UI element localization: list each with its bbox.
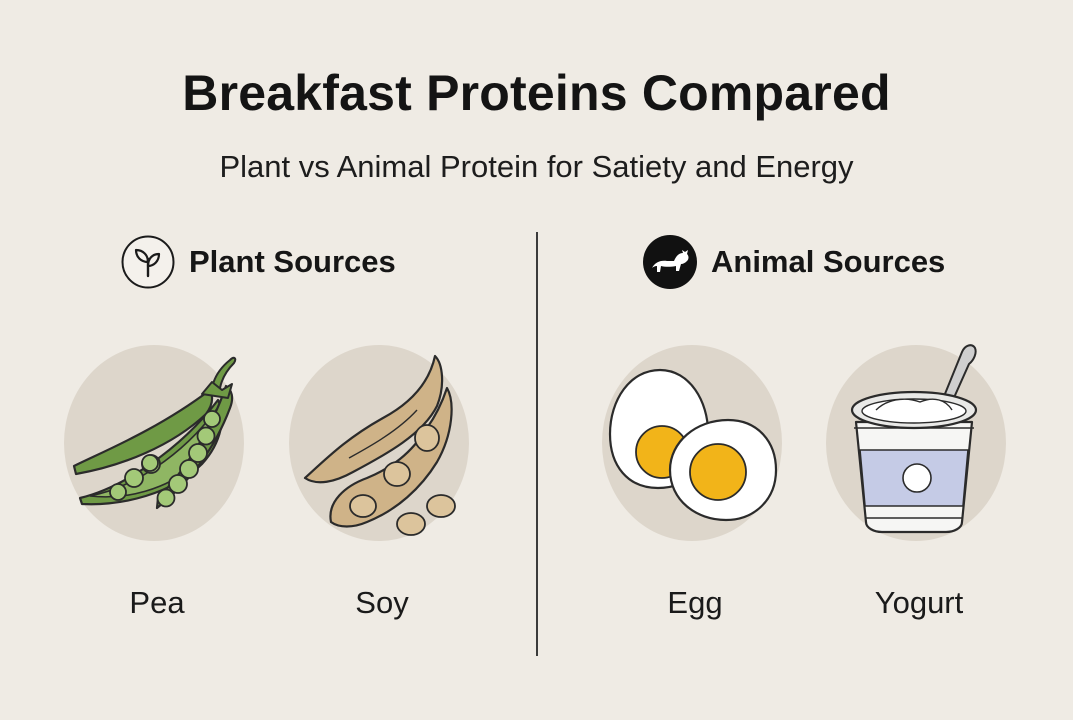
animal-sources-header: Animal Sources [643,233,945,291]
pea-pod-icon [64,345,244,541]
boiled-egg-icon [602,345,782,541]
soy-label: Soy [355,585,409,620]
soy-card: Soy [287,338,477,620]
plant-sources-label: Plant Sources [189,244,396,279]
cow-icon [643,235,697,289]
soybean-icon [289,345,469,541]
page-title: Breakfast Proteins Compared [182,65,891,121]
sprout-icon [121,235,175,289]
pea-label: Pea [129,585,185,620]
plant-sources-header: Plant Sources [121,233,396,291]
page-subtitle: Plant vs Animal Protein for Satiety and … [219,149,854,184]
egg-label: Egg [667,585,723,620]
egg-card: Egg [600,338,790,620]
yogurt-cup-icon [826,344,1006,541]
section-divider [536,232,538,656]
animal-sources-label: Animal Sources [711,244,946,279]
yogurt-card: Yogurt [824,338,1014,620]
pea-card: Pea [62,338,252,620]
yogurt-label: Yogurt [874,585,964,620]
